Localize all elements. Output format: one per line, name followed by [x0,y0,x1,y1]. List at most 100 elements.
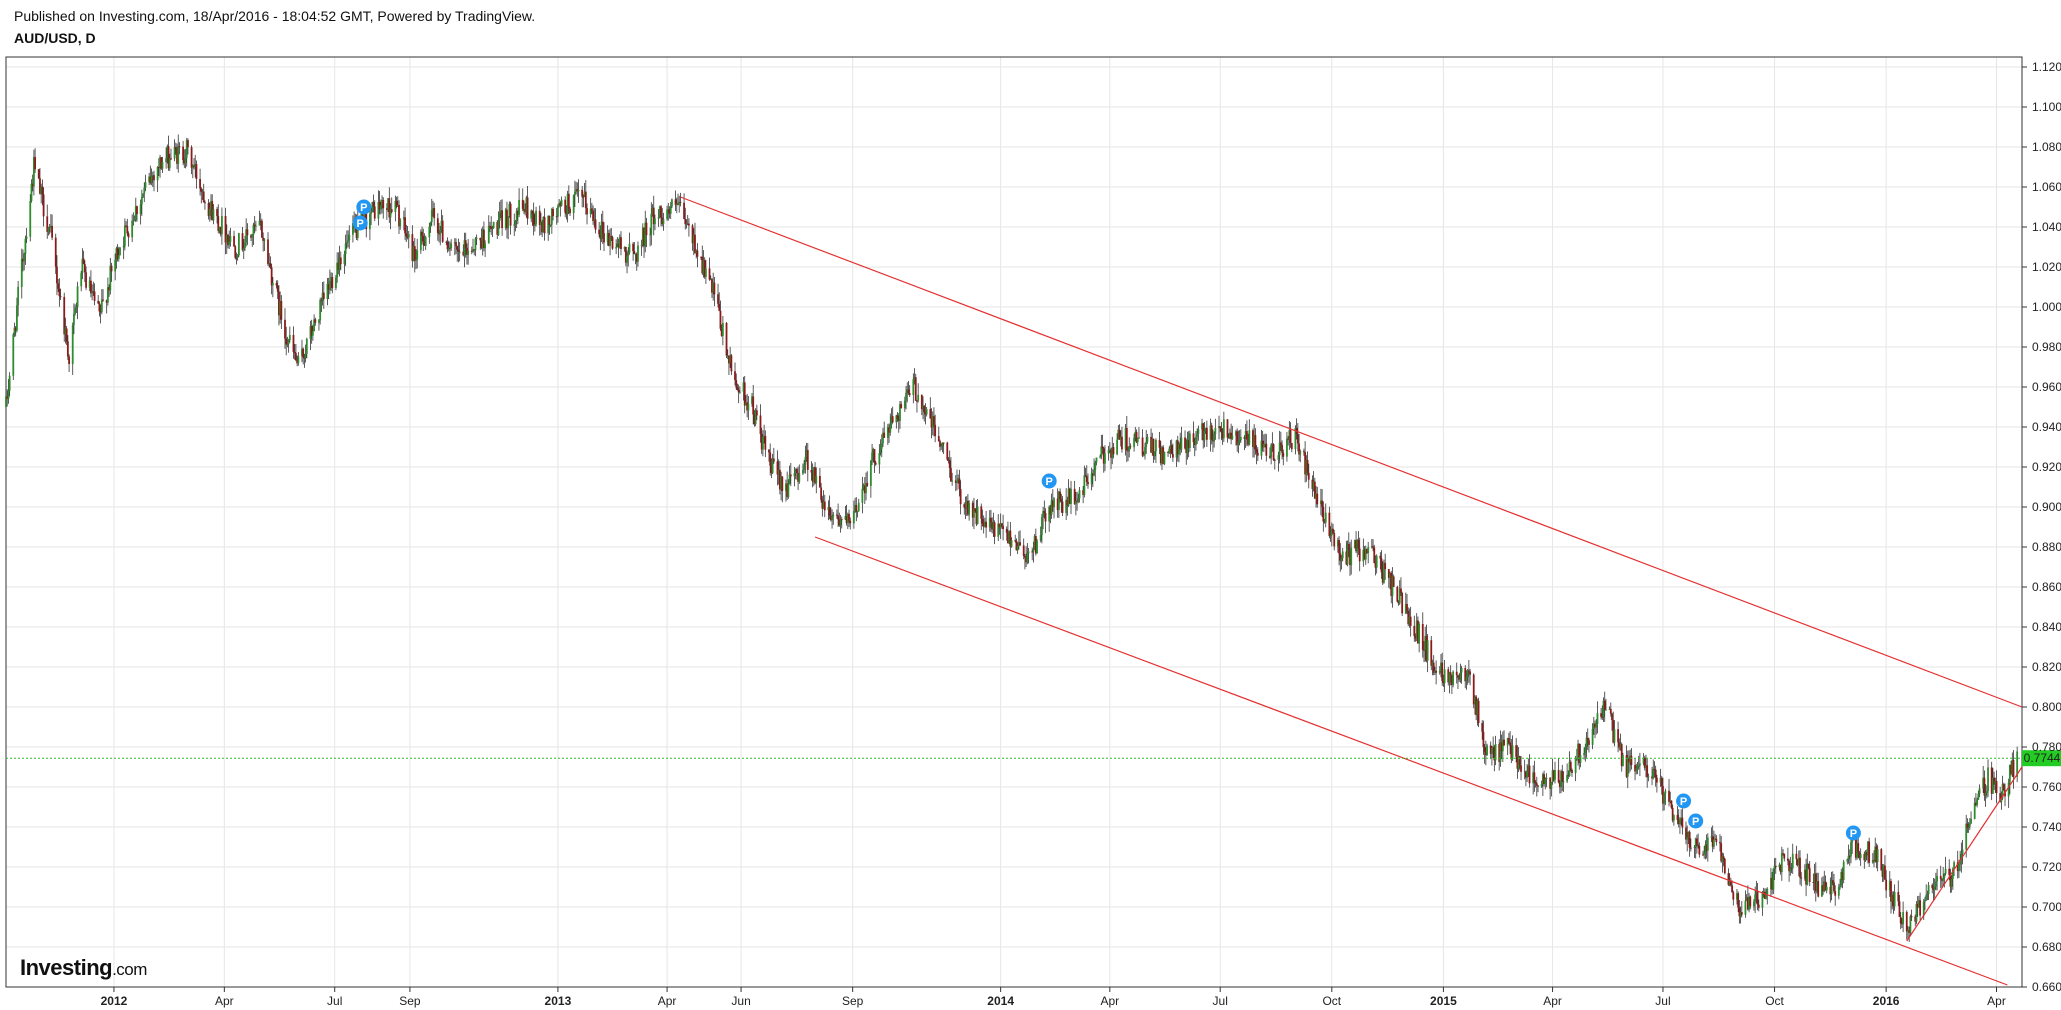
candle-body [1796,859,1799,866]
candle-body [1332,528,1334,534]
candle-body [1430,640,1433,666]
marker-p[interactable]: P [352,215,368,231]
candle-body [411,234,414,261]
candle-body [252,224,255,235]
candle-body [328,280,331,290]
candle-body [1803,869,1806,879]
candle-body [1646,765,1649,778]
candle-body [110,265,113,272]
candle-body [649,234,652,236]
candle-body [1039,535,1042,541]
candle-body [700,256,702,258]
candle-body [746,402,749,411]
candle-body [396,204,399,207]
x-tick-label: 2013 [545,994,572,1008]
candle-body [1518,756,1521,766]
candle-body [441,220,444,242]
candle-body [278,291,280,316]
candle-body [1019,542,1021,546]
candle-body [565,212,568,214]
candle-body [658,206,661,218]
candle-body [114,259,117,272]
candle-body [718,303,721,311]
candle-body [253,224,256,227]
candle-body [262,237,265,241]
y-tick-label: 1.0200 [2032,260,2061,274]
candle-body [1247,439,1250,445]
candle-body [501,210,504,229]
trendline-support-2016[interactable] [1906,766,2023,942]
candle-body [973,508,975,518]
candle-body [1431,662,1434,666]
candle-body [1585,737,1588,747]
candle-body [2016,751,2019,777]
candle-body [1110,449,1112,458]
x-tick-label: Jul [327,994,342,1008]
marker-circle [1845,825,1861,841]
candle-body [1884,865,1886,880]
marker-p[interactable]: P [1688,813,1704,829]
candle-body [123,225,126,246]
candle-body [1169,445,1172,449]
candle-body [319,299,322,321]
trendlines[interactable] [680,196,2023,986]
candle-body [1753,901,1755,907]
x-tick-label: Jul [1655,994,1670,1008]
candle-body [1847,855,1850,860]
candle-body [1179,443,1182,450]
candle-body [1027,551,1030,554]
candle-body [823,501,826,511]
candle-body [202,191,205,203]
candle-body [1846,859,1849,862]
candle-body [407,234,410,238]
candle-body [535,210,537,225]
candle-body [1099,456,1102,458]
candle-body [1398,588,1401,604]
candle-body [624,246,627,263]
candle-body [40,186,43,194]
marker-p[interactable]: P [1845,825,1861,841]
candle-body [1172,453,1174,458]
candle-body [1423,649,1425,651]
candle-body [1168,448,1171,453]
candle-body [412,246,415,261]
candle-body [398,204,400,227]
candle-body [1188,433,1191,448]
candle-body [1595,724,1598,728]
candle-body [1447,669,1450,683]
candle-body [1158,439,1161,448]
candle-body [1315,493,1317,499]
candle-body [542,216,545,233]
candle-body [1771,877,1774,890]
candle-body [641,227,644,245]
marker-p[interactable]: P [356,199,372,215]
candle-body [1950,878,1953,887]
candle-body [108,287,111,291]
candle-body [1141,437,1144,456]
trendline-channel-bottom[interactable] [814,536,2008,986]
candle-body [581,189,584,197]
candle-body [777,469,780,475]
trendline-channel-top[interactable] [680,196,2023,708]
candle-body [1893,891,1896,907]
marker-p[interactable]: P [1041,473,1057,489]
candle-body [508,203,511,217]
candle-body [1729,881,1732,886]
candle-body [1685,827,1687,840]
candle-body [788,474,791,484]
candle-body [743,382,746,406]
candle-body [1762,891,1765,893]
candle-body [1688,831,1691,848]
candle-body [1772,868,1775,890]
marker-p[interactable]: P [1676,793,1692,809]
candle-body [917,394,920,401]
candle-body [1093,470,1095,476]
candle-body [1329,535,1332,537]
candle-body [1500,742,1503,752]
candle-body [963,504,966,508]
candle-body [1441,662,1444,681]
